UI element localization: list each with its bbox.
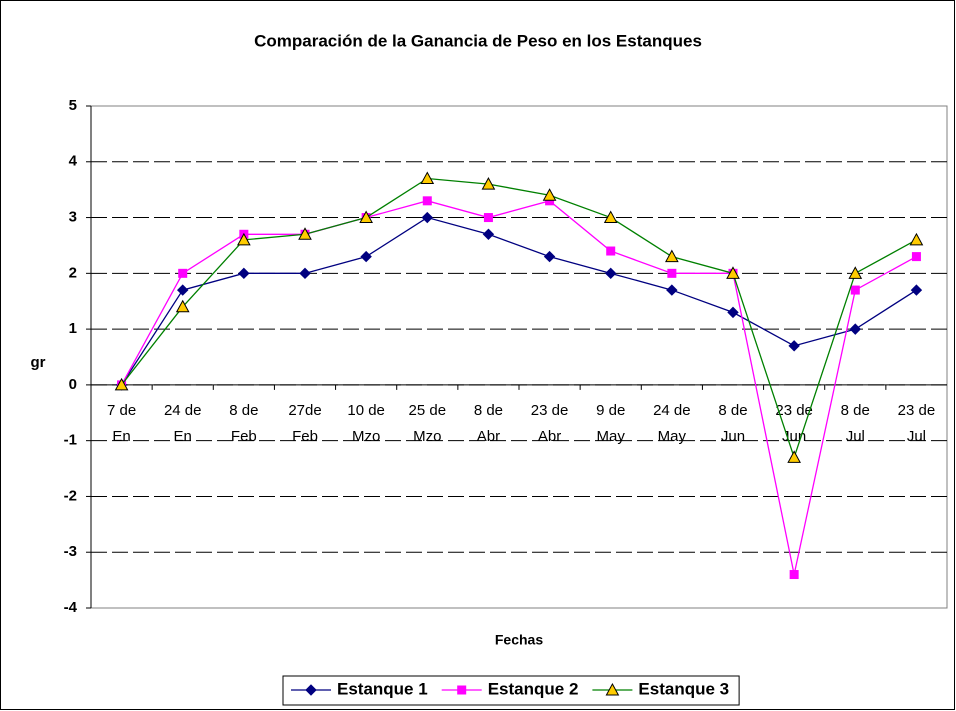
legend-label: Estanque 3 xyxy=(638,679,729,698)
x-tick-label: 24 de xyxy=(164,402,202,419)
marker xyxy=(360,250,372,263)
series-line xyxy=(121,177,917,460)
x-tick-label: 27de xyxy=(288,402,321,419)
marker xyxy=(237,232,251,246)
x-tick-label: 23 de xyxy=(775,402,813,419)
marker xyxy=(911,252,921,262)
x-tick-label: Jul xyxy=(846,428,865,445)
x-tick-label: 24 de xyxy=(653,402,691,419)
y-axis-label: gr xyxy=(31,354,46,371)
marker xyxy=(114,377,129,391)
marker xyxy=(177,284,189,296)
y-tick-label: -3 xyxy=(64,543,77,560)
marker xyxy=(175,299,190,313)
marker xyxy=(666,284,678,296)
y-tick-label: -4 xyxy=(64,599,78,616)
marker xyxy=(849,323,861,335)
series-line xyxy=(121,216,917,386)
legend-label: Estanque 1 xyxy=(337,679,428,698)
marker xyxy=(482,228,495,240)
marker xyxy=(789,570,799,580)
marker xyxy=(298,227,312,240)
series-line xyxy=(121,200,917,575)
x-tick-label: 8 de xyxy=(474,402,503,419)
chart-title: Comparación de la Ganancia de Peso en lo… xyxy=(254,31,702,50)
x-tick-label: Feb xyxy=(231,428,257,445)
marker xyxy=(605,682,620,696)
x-axis-label: Fechas xyxy=(495,632,543,648)
y-tick-label: -2 xyxy=(64,487,77,504)
x-tick-label: 23 de xyxy=(531,402,569,419)
marker xyxy=(727,306,739,319)
marker xyxy=(850,285,860,295)
y-tick-label: 3 xyxy=(69,209,77,226)
y-tick-label: 2 xyxy=(69,264,77,281)
marker xyxy=(481,177,496,190)
marker xyxy=(667,268,677,278)
legend-label: Estanque 2 xyxy=(488,679,579,698)
marker xyxy=(422,196,432,206)
y-tick-label: 1 xyxy=(69,320,77,337)
marker xyxy=(788,340,800,352)
marker xyxy=(848,266,863,279)
x-tick-label: 8 de xyxy=(718,402,747,419)
legend-box xyxy=(282,675,740,706)
x-tick-label: Mzo xyxy=(352,428,380,445)
marker xyxy=(178,268,188,278)
marker xyxy=(603,210,618,224)
x-tick-label: 23 de xyxy=(898,402,936,419)
x-tick-label: May xyxy=(597,428,626,445)
x-tick-label: Abr xyxy=(477,428,500,445)
marker xyxy=(457,685,467,695)
x-tick-label: Mzo xyxy=(413,428,441,445)
marker xyxy=(299,267,311,280)
y-tick-label: 5 xyxy=(69,97,77,114)
y-tick-label: 0 xyxy=(69,376,77,393)
marker xyxy=(910,284,923,296)
marker xyxy=(359,210,373,224)
x-tick-label: Jul xyxy=(907,428,926,445)
x-tick-label: 25 de xyxy=(409,402,447,419)
x-tick-label: Jun xyxy=(721,428,745,445)
y-tick-label: 4 xyxy=(69,153,78,170)
marker xyxy=(665,249,679,263)
x-tick-label: En xyxy=(174,428,192,445)
marker xyxy=(787,450,801,463)
marker xyxy=(420,171,435,185)
marker xyxy=(605,267,617,280)
x-tick-label: Abr xyxy=(538,428,561,445)
x-tick-label: Feb xyxy=(292,428,318,445)
marker xyxy=(483,213,493,223)
x-tick-label: 10 de xyxy=(347,402,385,419)
x-tick-label: En xyxy=(112,428,130,445)
marker xyxy=(543,250,556,263)
x-tick-label: 9 de xyxy=(596,402,625,419)
y-tick-label: -1 xyxy=(64,432,77,449)
marker xyxy=(606,246,616,256)
marker xyxy=(726,266,740,279)
marker xyxy=(909,232,924,246)
marker xyxy=(305,684,317,696)
x-tick-label: 8 de xyxy=(841,402,870,419)
x-tick-label: 7 de xyxy=(107,402,136,419)
legend: Estanque 1 Estanque 2 Estanque 3 xyxy=(282,675,740,706)
marker xyxy=(542,188,557,201)
marker xyxy=(421,211,433,224)
x-tick-label: 8 de xyxy=(229,402,258,419)
marker xyxy=(238,267,250,280)
x-tick-label: May xyxy=(658,428,687,445)
